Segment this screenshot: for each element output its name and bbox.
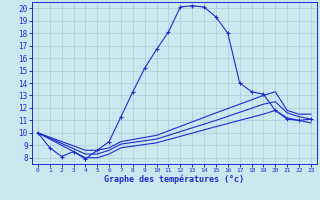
- X-axis label: Graphe des températures (°c): Graphe des températures (°c): [104, 175, 244, 184]
